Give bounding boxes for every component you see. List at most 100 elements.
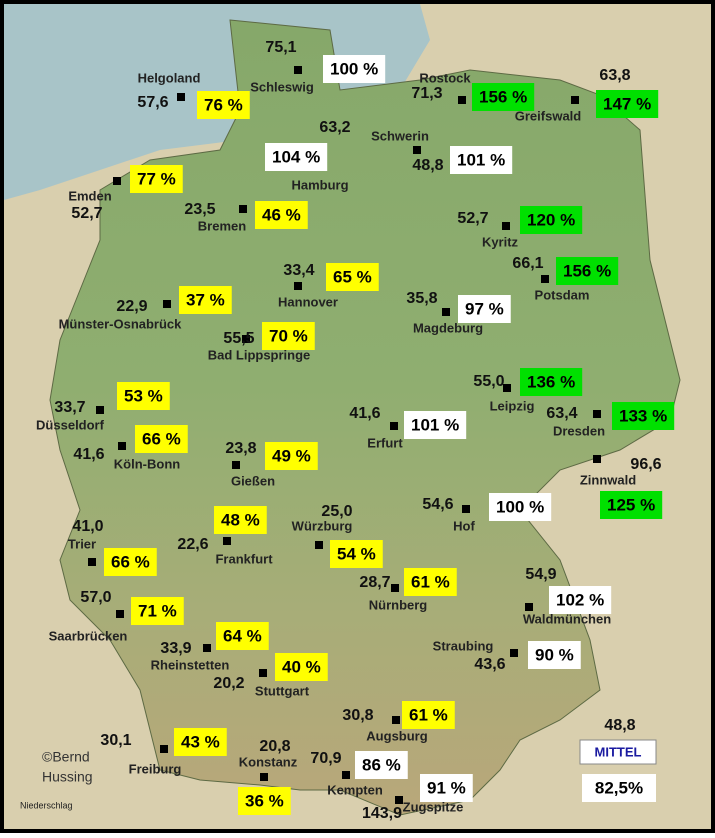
station-amount: 22,6 xyxy=(177,536,208,553)
station-name: Schwerin xyxy=(371,128,429,143)
station-percent: 90 % xyxy=(535,645,574,664)
station-marker xyxy=(294,66,302,74)
station-amount: 52,7 xyxy=(71,205,102,222)
station-marker xyxy=(458,96,466,104)
station-name: Schleswig xyxy=(250,79,314,94)
percent-box xyxy=(549,586,612,614)
percent-box xyxy=(520,206,583,234)
station-amount: 96,6 xyxy=(630,456,661,473)
mean-amount: 48,8 xyxy=(604,717,635,734)
station-percent: 64 % xyxy=(223,626,262,645)
station-amount: 33,9 xyxy=(160,640,191,657)
mean-percent: 82,5% xyxy=(595,778,643,797)
station-amount: 33,4 xyxy=(283,262,314,279)
station-marker xyxy=(260,773,268,781)
station-marker xyxy=(203,644,211,652)
station-amount: 25,0 xyxy=(321,503,352,520)
station-percent: 102 % xyxy=(556,590,604,609)
station-name: Frankfurt xyxy=(215,551,273,566)
station-percent: 97 % xyxy=(465,299,504,318)
percent-box xyxy=(458,295,511,323)
percent-box xyxy=(326,263,379,291)
station-percent: 37 % xyxy=(186,290,225,309)
station-amount: 22,9 xyxy=(116,298,147,315)
station-percent: 46 % xyxy=(262,205,301,224)
station-marker xyxy=(177,93,185,101)
station-percent: 86 % xyxy=(362,755,401,774)
station-amount: 75,1 xyxy=(265,39,296,56)
percent-box xyxy=(528,641,581,669)
station-amount: 54,6 xyxy=(422,496,453,513)
station-marker xyxy=(242,335,250,343)
station-name: Augsburg xyxy=(366,728,427,743)
station-amount: 28,7 xyxy=(359,574,390,591)
station-percent: 120 % xyxy=(527,210,575,229)
percent-box xyxy=(404,568,457,596)
station-name: Hamburg xyxy=(291,177,348,192)
percent-box xyxy=(130,165,183,193)
station-percent: 136 % xyxy=(527,372,575,391)
percent-box xyxy=(596,90,659,118)
station-amount: 20,8 xyxy=(259,738,290,755)
station-name: Düsseldorf xyxy=(36,417,105,432)
station-percent: 101 % xyxy=(457,150,505,169)
mean-percent-box xyxy=(582,774,656,802)
percent-box xyxy=(216,622,269,650)
percent-box xyxy=(612,402,675,430)
station-marker xyxy=(391,584,399,592)
station-marker xyxy=(502,222,510,230)
station-name: Leipzig xyxy=(490,398,535,413)
station-percent: 40 % xyxy=(282,657,321,676)
station-name: Konstanz xyxy=(239,754,298,769)
station-marker xyxy=(113,177,121,185)
credit: Hussing xyxy=(42,769,93,785)
station-percent: 70 % xyxy=(269,326,308,345)
percent-box xyxy=(520,368,583,396)
station-amount: 57,0 xyxy=(80,589,111,606)
percent-box xyxy=(404,411,467,439)
percent-box xyxy=(265,143,328,171)
station-amount: 41,6 xyxy=(73,446,104,463)
footer: Niederschlag xyxy=(20,800,73,810)
station-percent: 125 % xyxy=(607,495,655,514)
station-name: Potsdam xyxy=(535,287,590,302)
station-name: Saarbrücken xyxy=(49,628,128,643)
station-percent: 53 % xyxy=(124,386,163,405)
station-percent: 133 % xyxy=(619,406,667,425)
station-amount: 71,3 xyxy=(411,85,442,102)
station-percent: 66 % xyxy=(142,429,181,448)
station-marker xyxy=(342,771,350,779)
mean-label-box xyxy=(579,739,657,765)
station-marker xyxy=(593,410,601,418)
station-amount: 41,6 xyxy=(349,405,380,422)
station-marker xyxy=(503,384,511,392)
station-percent: 104 % xyxy=(272,147,320,166)
station-percent: 61 % xyxy=(409,705,448,724)
station-name: Nürnberg xyxy=(369,597,428,612)
station-percent: 156 % xyxy=(563,261,611,280)
station-amount: 57,6 xyxy=(137,94,168,111)
station-percent: 76 % xyxy=(204,95,243,114)
station-name: Waldmünchen xyxy=(523,611,611,626)
station-amount: 55,0 xyxy=(473,373,504,390)
percent-box xyxy=(214,506,267,534)
station-name: Straubing xyxy=(433,638,494,653)
station-amount: 55,5 xyxy=(223,330,254,347)
station-name: Zinnwald xyxy=(580,472,636,487)
station-percent: 54 % xyxy=(337,544,376,563)
station-marker xyxy=(442,308,450,316)
station-amount: 33,7 xyxy=(54,399,85,416)
station-name: Münster-Osnabrück xyxy=(59,316,183,331)
percent-box xyxy=(262,322,315,350)
station-amount: 48,8 xyxy=(412,157,443,174)
station-amount: 54,9 xyxy=(525,566,556,583)
percent-box xyxy=(117,382,170,410)
station-marker xyxy=(510,649,518,657)
station-percent: 61 % xyxy=(411,572,450,591)
percent-box xyxy=(197,91,250,119)
station-name: Kempten xyxy=(327,782,383,797)
station-amount: 143,9 xyxy=(362,805,402,822)
percent-box xyxy=(450,146,513,174)
